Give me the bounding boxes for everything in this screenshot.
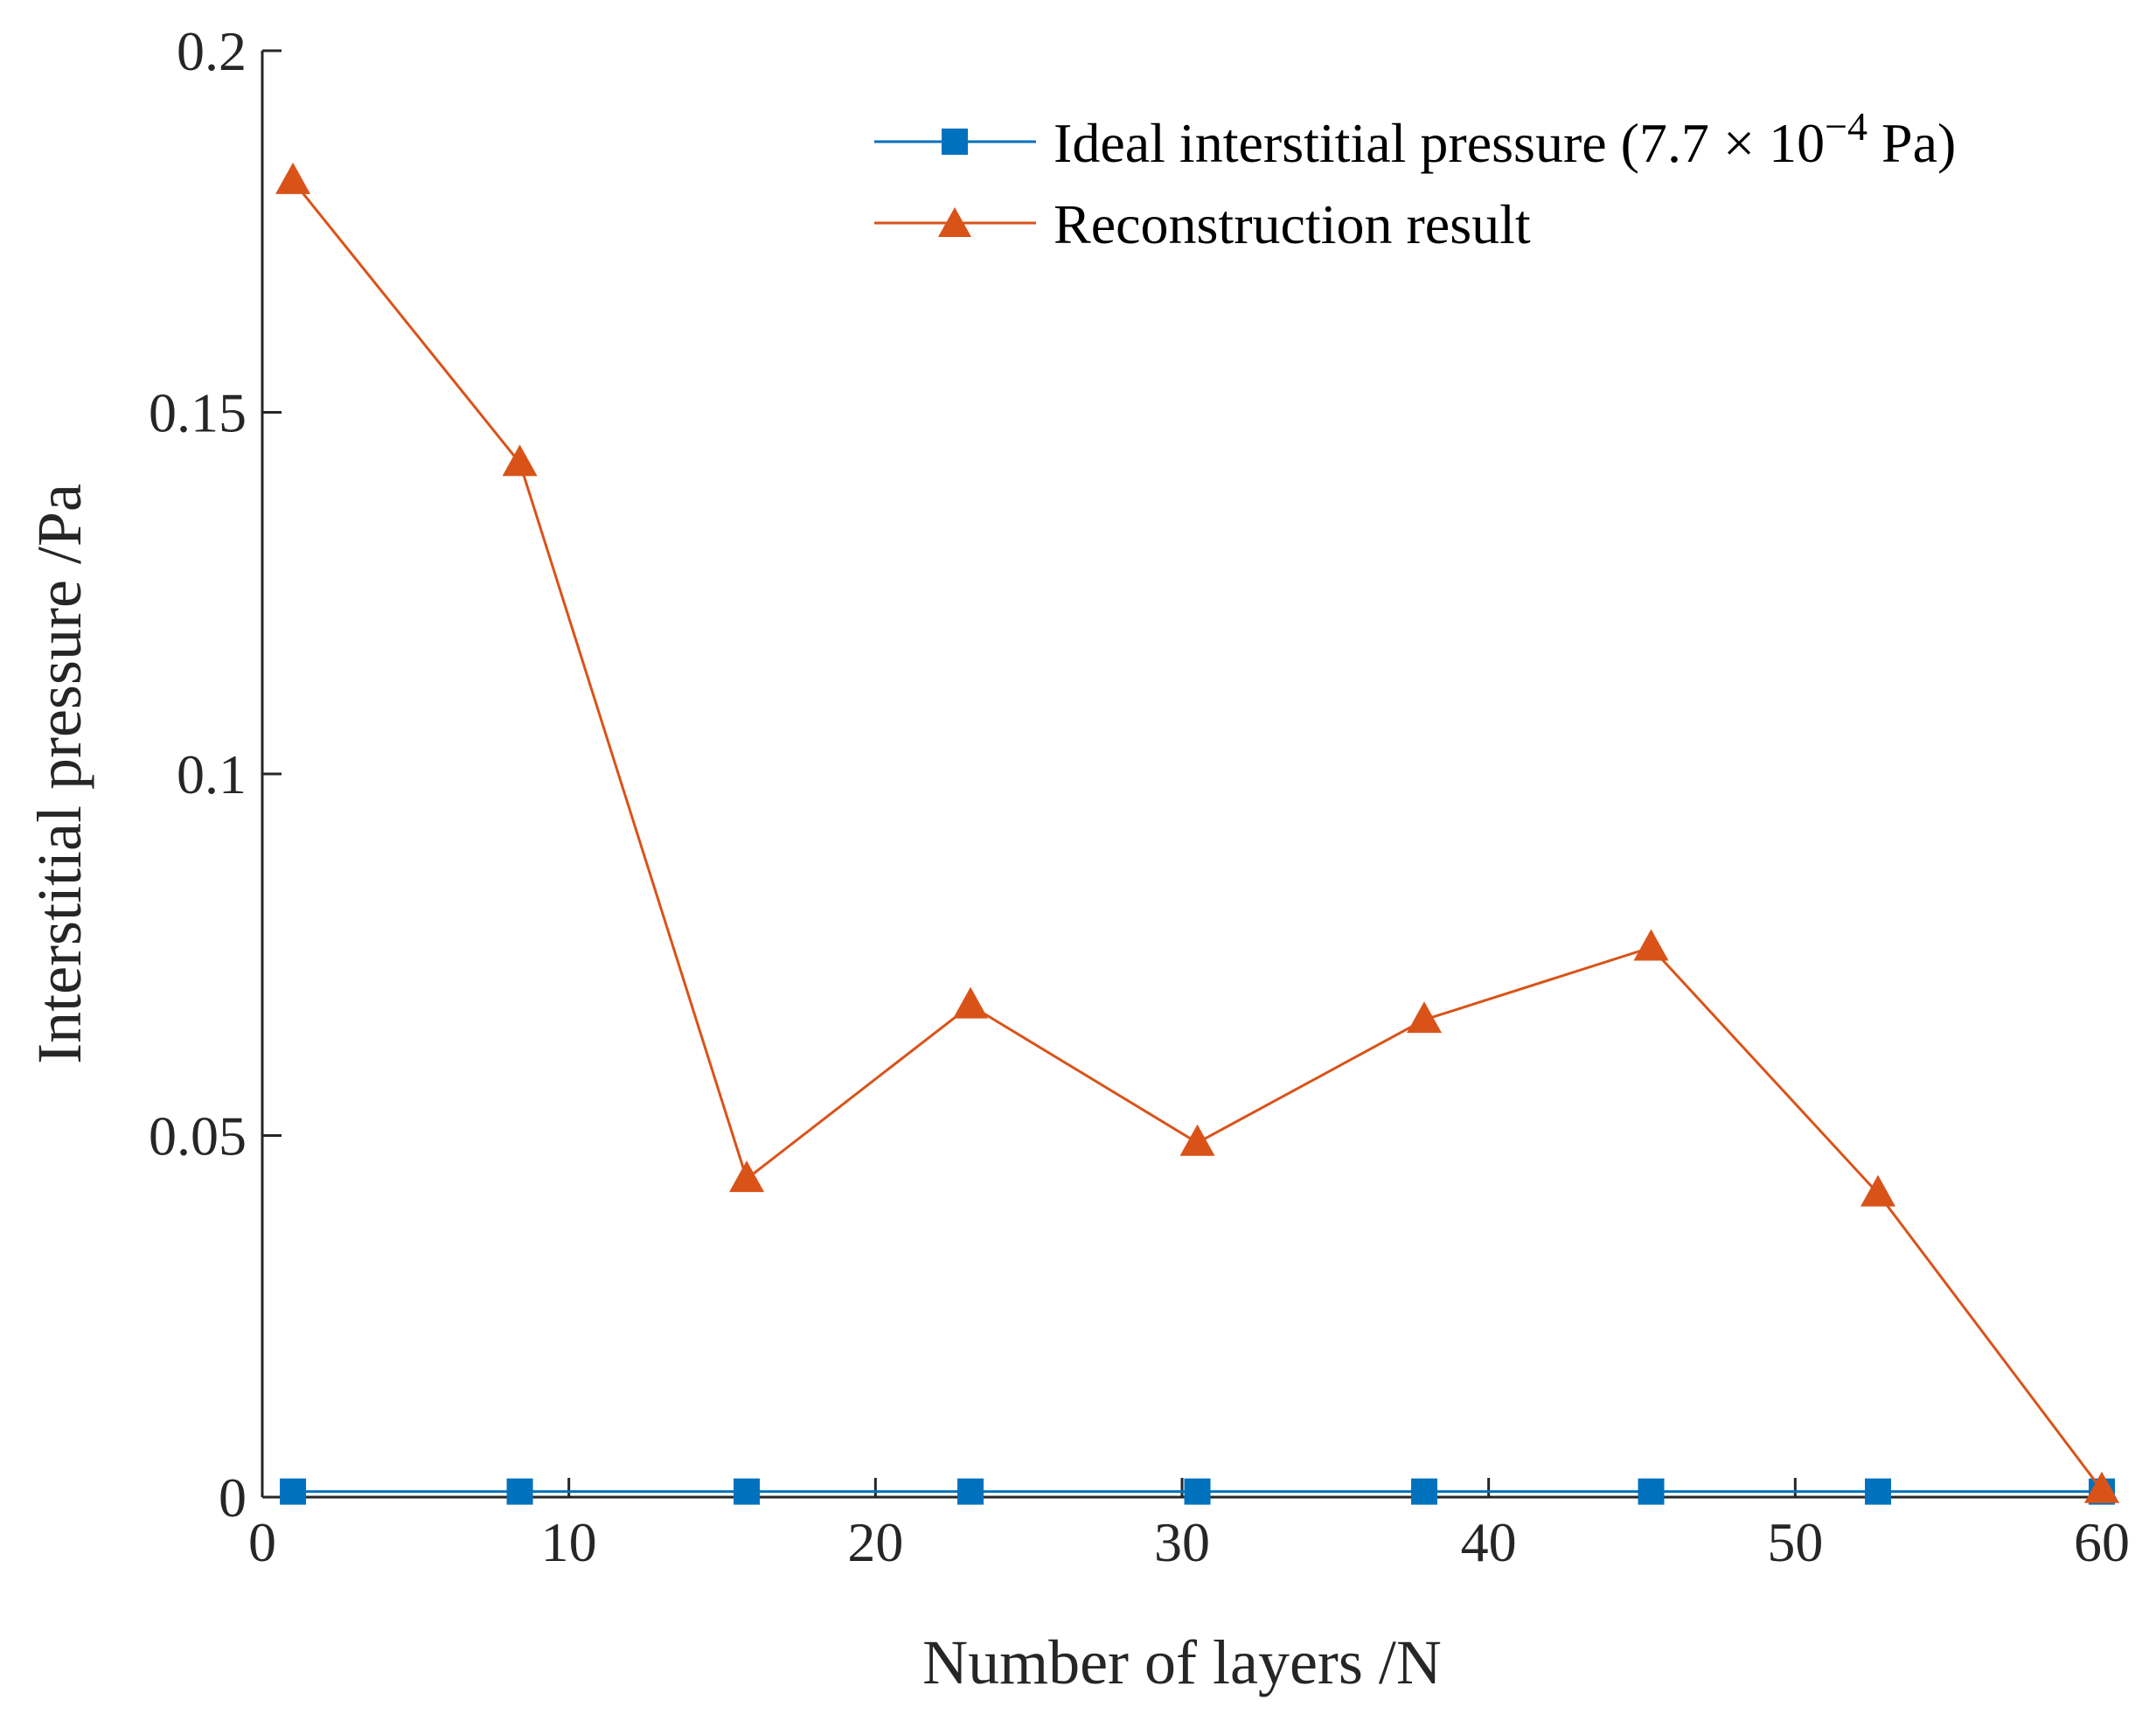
data-point-triangle [1633, 929, 1669, 961]
legend-label-ideal-exponent: −4 [1825, 104, 1867, 149]
data-point-triangle [2084, 1471, 2119, 1503]
y-axis-title: Interstitial pressure /Pa [24, 484, 94, 1064]
y-tick-label: 0 [219, 1467, 247, 1529]
data-point-triangle [729, 1160, 765, 1193]
x-tick-label: 0 [248, 1511, 276, 1573]
data-point-triangle [275, 162, 311, 194]
axes [261, 51, 2102, 1499]
x-tick-label: 60 [2074, 1511, 2130, 1573]
data-point-square [1411, 1478, 1438, 1505]
series-line [291, 179, 2104, 1491]
legend-label-ideal-unit: Pa) [1867, 112, 1956, 174]
data-point-square [1638, 1478, 1665, 1505]
data-point-square [1184, 1478, 1211, 1505]
legend-label-ideal: Ideal interstitial pressure (7.7 × 10−4 … [1054, 104, 1956, 175]
series-reconstruction-result [275, 162, 2119, 1503]
data-point-triangle [953, 986, 989, 1019]
data-point-square [734, 1478, 761, 1505]
y-tick-label: 0.2 [177, 20, 247, 82]
data-point-square [1865, 1478, 1892, 1505]
x-tick-label: 40 [1461, 1511, 1517, 1573]
legend-label-reconstruction: Reconstruction result [1054, 193, 1531, 255]
series [275, 162, 2119, 1505]
legend-marker-reconstruction [938, 207, 971, 237]
data-point-square [957, 1478, 984, 1505]
series-ideal-pressure [280, 1478, 2115, 1505]
y-tick-label: 0.05 [149, 1105, 247, 1167]
y-ticks: 0 0.05 0.1 0.15 0.2 [149, 20, 282, 1529]
data-point-square [280, 1478, 307, 1505]
x-ticks: 0 10 20 30 40 50 60 [248, 1478, 2130, 1573]
data-point-triangle [1407, 1001, 1443, 1034]
y-tick-label: 0.1 [177, 743, 247, 805]
data-point-square [506, 1478, 533, 1505]
legend-marker-ideal [942, 129, 968, 155]
data-point-triangle [502, 444, 538, 477]
legend: Ideal interstitial pressure (7.7 × 10−4 … [874, 104, 1956, 255]
y-tick-label: 0.15 [149, 382, 247, 444]
data-point-triangle [1860, 1174, 1896, 1207]
x-axis-title: Number of layers /N [922, 1627, 1442, 1697]
x-tick-label: 30 [1154, 1511, 1210, 1573]
x-tick-label: 10 [541, 1511, 597, 1573]
legend-label-ideal-text: Ideal interstitial pressure (7.7 × 10 [1054, 112, 1825, 174]
x-tick-label: 20 [847, 1511, 903, 1573]
data-point-triangle [1179, 1124, 1215, 1156]
x-tick-label: 50 [1767, 1511, 1823, 1573]
